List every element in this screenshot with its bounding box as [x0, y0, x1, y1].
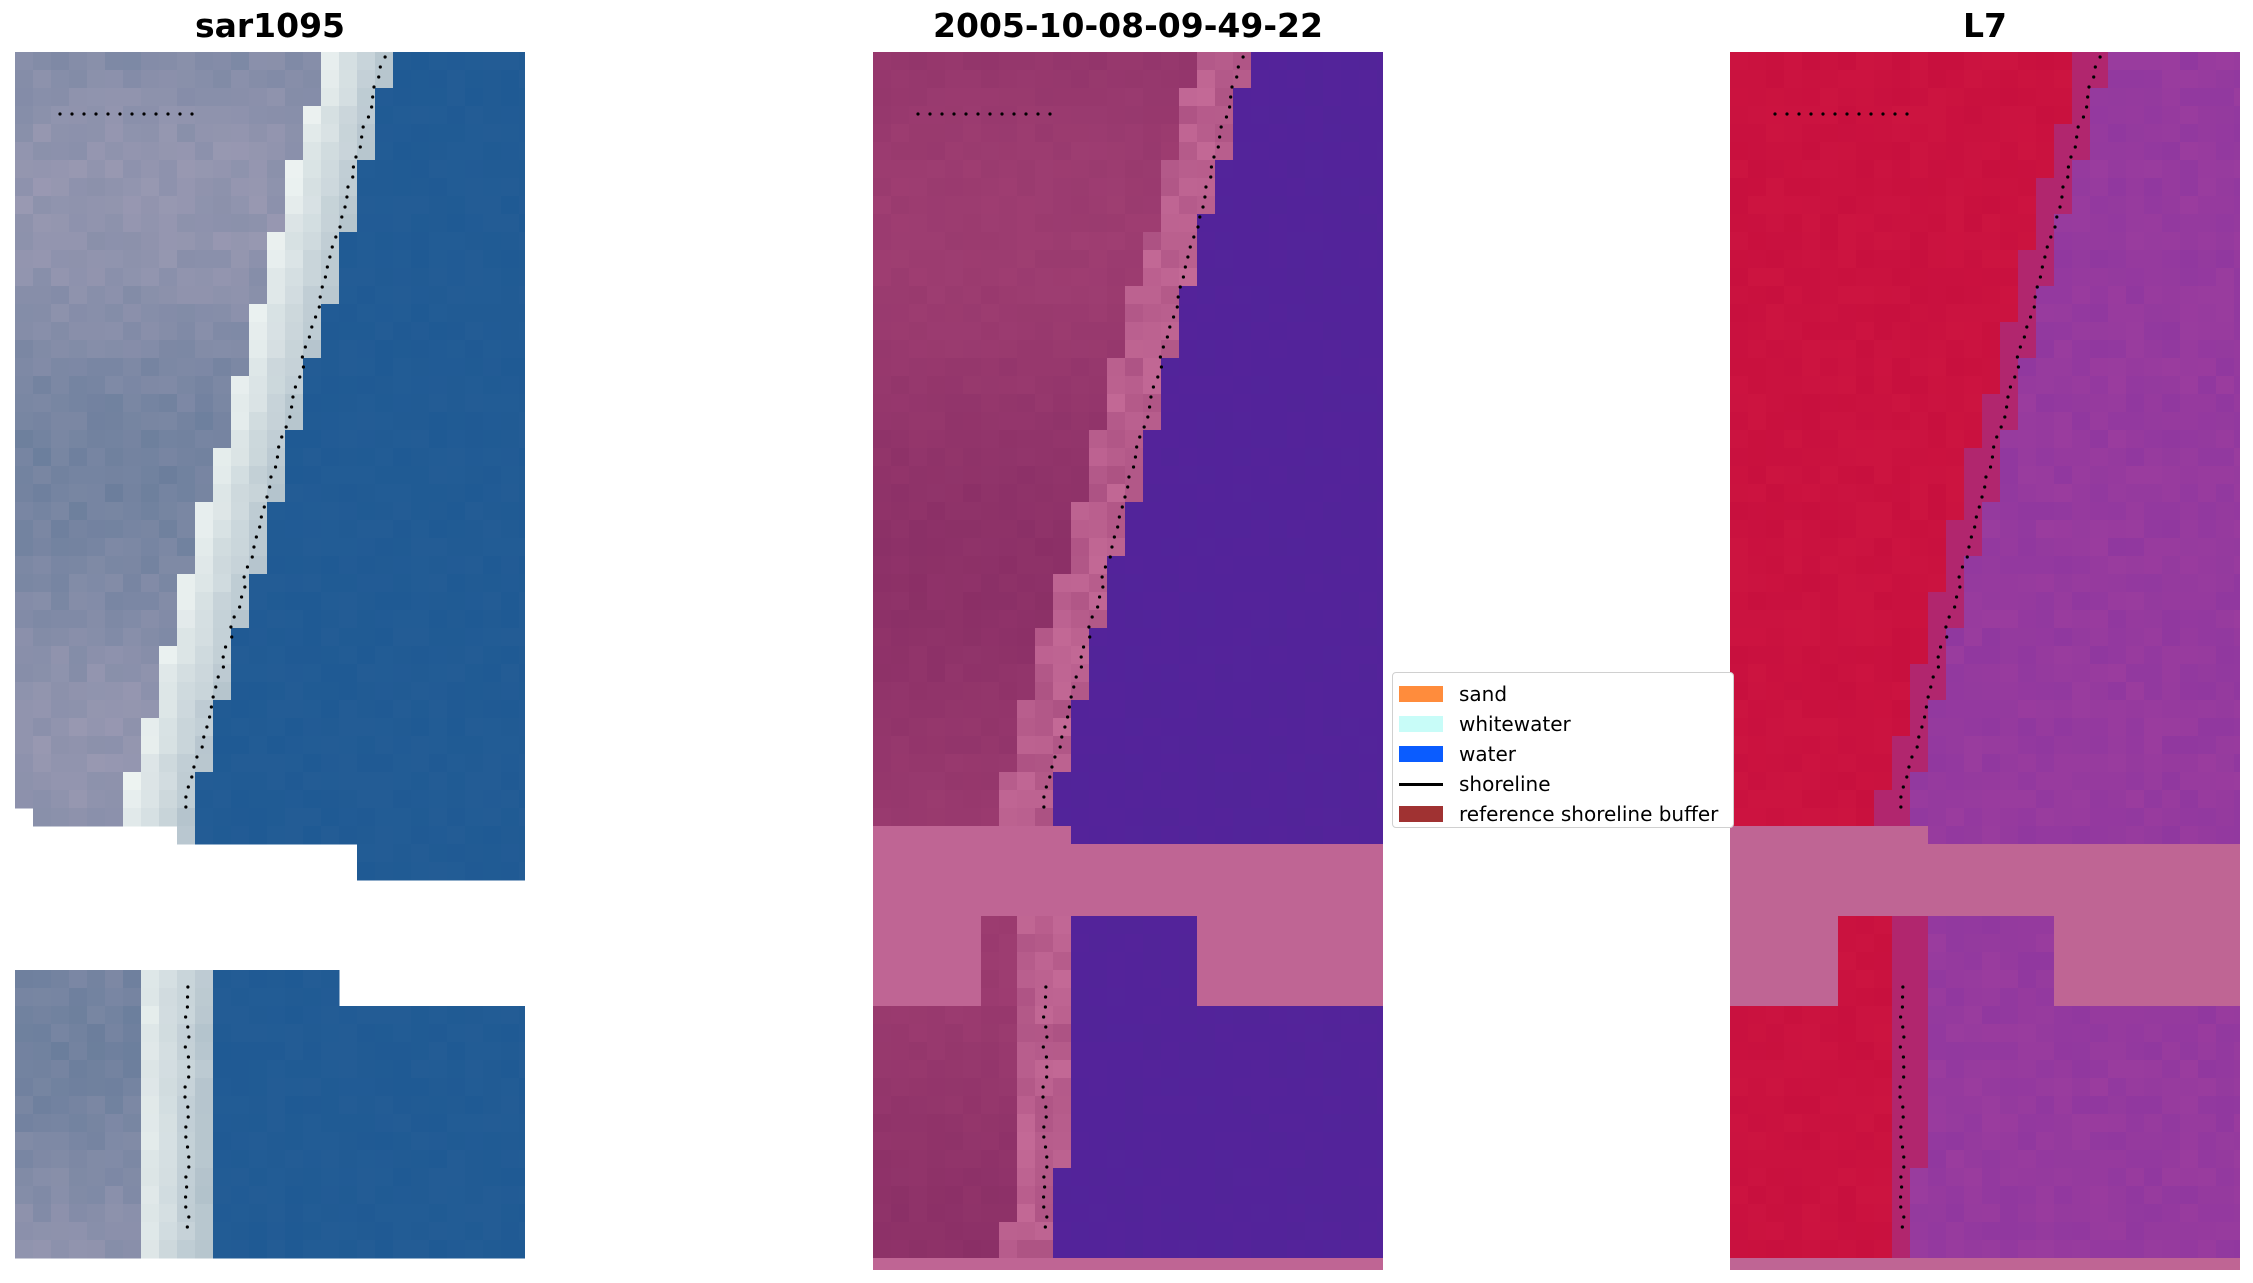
shoreline-line-swatch: [1399, 776, 1443, 792]
legend-label-buffer: reference shoreline buffer: [1459, 802, 1719, 826]
legend-item-shoreline: shoreline: [1399, 769, 1733, 799]
shoreline-dots: [916, 55, 1245, 1229]
legend-item-buffer: reference shoreline buffer: [1399, 799, 1733, 829]
panel-title-rgb: sar1095: [194, 6, 346, 45]
legend-label-whitewater: whitewater: [1459, 712, 1571, 736]
panel-title-classified: 2005-10-08-09-49-22: [933, 6, 1323, 45]
legend-item-water: water: [1399, 739, 1733, 769]
rgb-image-panel: [15, 52, 525, 1270]
legend-label-sand: sand: [1459, 682, 1508, 706]
legend: sand whitewater water shoreline referenc…: [1392, 672, 1734, 828]
shoreline-dots: [58, 55, 387, 1229]
classified-image: [873, 52, 1383, 1270]
mndwi-image-panel: [1730, 52, 2240, 1270]
water-swatch: [1399, 746, 1443, 762]
classified-image-panel: [873, 52, 1383, 1270]
legend-item-whitewater: whitewater: [1399, 709, 1733, 739]
legend-item-sand: sand: [1399, 679, 1733, 709]
sand-swatch: [1399, 686, 1443, 702]
whitewater-swatch: [1399, 716, 1443, 732]
legend-label-shoreline: shoreline: [1459, 772, 1551, 796]
buffer-swatch: [1399, 806, 1443, 822]
rgb-satellite-image: [15, 52, 525, 1259]
legend-label-water: water: [1459, 742, 1516, 766]
mndwi-image: [1730, 52, 2240, 1270]
shoreline-dots: [1773, 55, 2102, 1229]
panel-title-mndwi: L7: [1963, 6, 2007, 45]
